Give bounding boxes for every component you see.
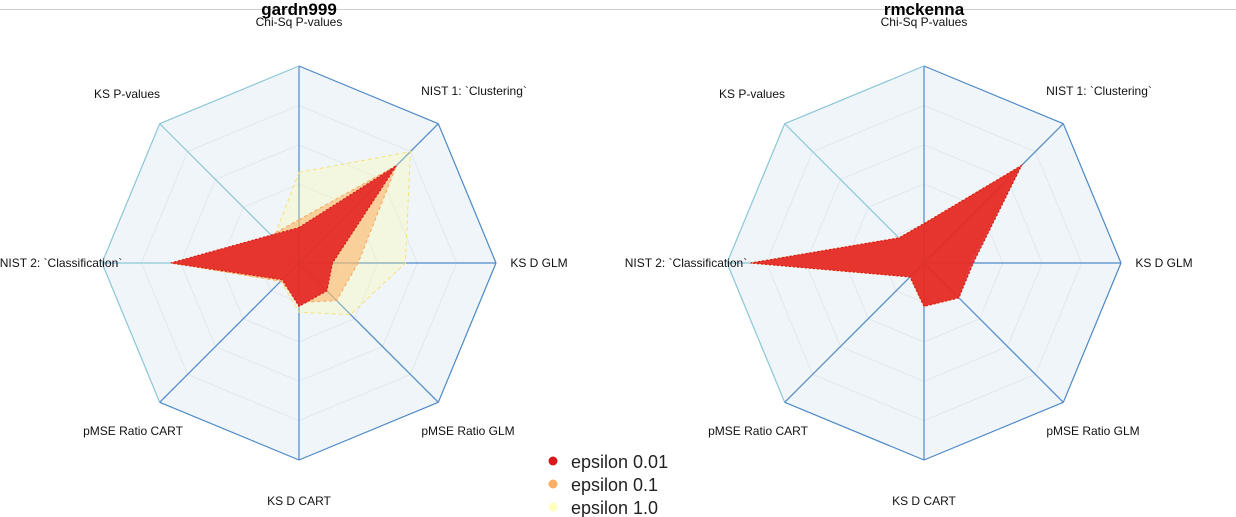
axis-label: KS D GLM bbox=[510, 256, 567, 270]
radar-outer-edge bbox=[784, 401, 925, 461]
legend-marker bbox=[548, 479, 558, 489]
radar-axis-spoke bbox=[159, 262, 300, 403]
radar-outer-edge bbox=[159, 401, 300, 461]
radar-panel-rmckenna: rmckenna Chi-Sq P-values NIST 1: `Cluster… bbox=[625, 0, 1193, 508]
radar-outer-edge bbox=[159, 65, 300, 125]
axis-label: KS D CART bbox=[892, 494, 956, 508]
radar-axis-spoke bbox=[784, 262, 925, 403]
axis-label: pMSE Ratio GLM bbox=[1046, 424, 1139, 438]
top-divider bbox=[0, 9, 1236, 10]
legend-label: epsilon 1.0 bbox=[571, 498, 658, 517]
radar-outer-edge bbox=[1062, 123, 1122, 264]
axis-label: pMSE Ratio CART bbox=[708, 424, 808, 438]
axis-label: Chi-Sq P-values bbox=[256, 15, 343, 29]
radar-outer-edge bbox=[101, 123, 161, 264]
axis-label: KS D GLM bbox=[1135, 256, 1192, 270]
radar-outer-edge bbox=[726, 123, 786, 264]
legend-marker bbox=[548, 502, 558, 512]
axis-label: KS P-values bbox=[719, 87, 785, 101]
radar-outer-edge bbox=[437, 123, 497, 264]
axis-label: NIST 2: `Classification` bbox=[625, 256, 747, 270]
legend-label: epsilon 0.01 bbox=[571, 452, 668, 472]
radar-outer-edge bbox=[1062, 262, 1122, 403]
axis-label: Chi-Sq P-values bbox=[881, 15, 968, 29]
series-epsilon-0-01 bbox=[170, 164, 398, 308]
radar-outer-edge bbox=[923, 401, 1064, 461]
axis-label: pMSE Ratio CART bbox=[83, 424, 183, 438]
radar-outer-edge bbox=[923, 65, 1064, 125]
axis-label: NIST 1: `Clustering` bbox=[1046, 84, 1152, 98]
radar-outer-edge bbox=[298, 65, 439, 125]
axis-label: NIST 1: `Clustering` bbox=[421, 84, 527, 98]
radar-outer-edge bbox=[784, 65, 925, 125]
chart-title: gardn999 bbox=[261, 0, 337, 19]
legend-marker bbox=[548, 456, 558, 466]
radar-outer-edge bbox=[101, 262, 161, 403]
axis-label: KS P-values bbox=[94, 87, 160, 101]
radar-outer-edge bbox=[437, 262, 497, 403]
axis-label: pMSE Ratio GLM bbox=[421, 424, 514, 438]
series-epsilon-0-01 bbox=[750, 163, 1023, 308]
chart-title: rmckenna bbox=[884, 0, 965, 19]
axis-label: NIST 2: `Classification` bbox=[0, 256, 122, 270]
radar-outer-edge bbox=[298, 401, 439, 461]
radar-panel-gardn999: gardn999 Chi-Sq P-values NIST 1: `Cluster… bbox=[0, 0, 568, 508]
axis-label: KS D CART bbox=[267, 494, 331, 508]
radar-outer-edge bbox=[726, 262, 786, 403]
chart-legend: epsilon 0.01 epsilon 0.1 epsilon 1.0 bbox=[548, 452, 668, 517]
legend-label: epsilon 0.1 bbox=[571, 475, 658, 495]
